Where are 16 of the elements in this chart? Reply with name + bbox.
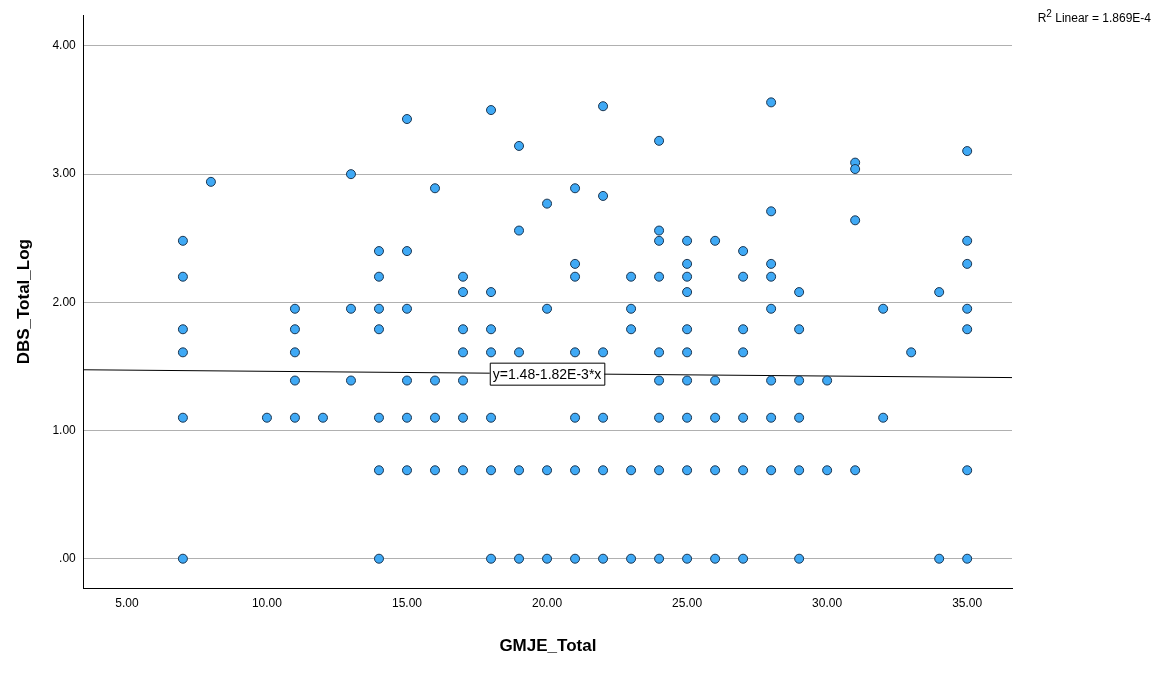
y-tick-label: 2.00 [52,294,77,309]
x-tick-label: 35.00 [952,595,983,610]
x-tick-label: 15.00 [391,595,423,610]
y-tick-label: 3.00 [52,166,77,181]
x-axis-title: GMJE_Total [499,636,597,656]
x-tick-label: 5.00 [115,595,139,610]
y-tick-label: 4.00 [52,38,77,53]
text: R$^{2}$ Linear = 1.869E-4 [1037,8,1151,25]
x-tick-label: 30.00 [812,595,843,610]
y-tick-label: 1.00 [52,422,77,437]
y-axis-title: DBS_Total_Log [13,239,33,365]
x-tick-label: 25.00 [672,595,703,610]
y-tick-label: .00 [59,551,77,566]
x-tick-label: 20.00 [532,595,563,610]
annotation: y=1.48-1.82E-3*x [492,365,602,382]
x-tick-label: 10.00 [251,595,283,610]
